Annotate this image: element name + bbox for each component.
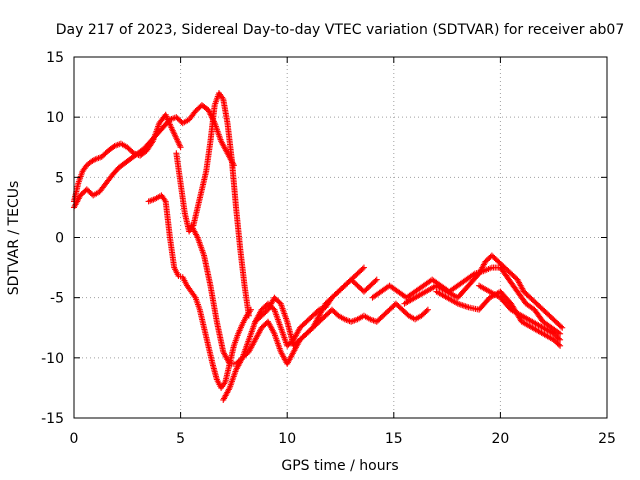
data-point: [360, 264, 367, 271]
data-point-interp: [90, 157, 97, 164]
series-arc-d: [173, 90, 252, 319]
data-point-interp: [423, 307, 430, 314]
data-point: [373, 276, 380, 283]
data-point-interp: [359, 265, 366, 272]
series-arc-i: [401, 252, 566, 331]
series-arc-b: [71, 102, 237, 211]
data-point-interp: [372, 277, 379, 284]
grid: [74, 57, 607, 418]
data-point-interp: [557, 323, 564, 330]
data-point: [557, 330, 564, 337]
data-point-interp: [555, 329, 562, 336]
series-arc-h: [369, 264, 564, 337]
series-arc-g: [252, 264, 367, 349]
data-point: [424, 306, 431, 313]
data-point: [245, 312, 252, 319]
series-arc-c: [145, 192, 254, 391]
data-point: [559, 324, 566, 331]
data-point: [247, 306, 254, 313]
data-points: [71, 90, 566, 403]
data-point: [177, 144, 184, 151]
